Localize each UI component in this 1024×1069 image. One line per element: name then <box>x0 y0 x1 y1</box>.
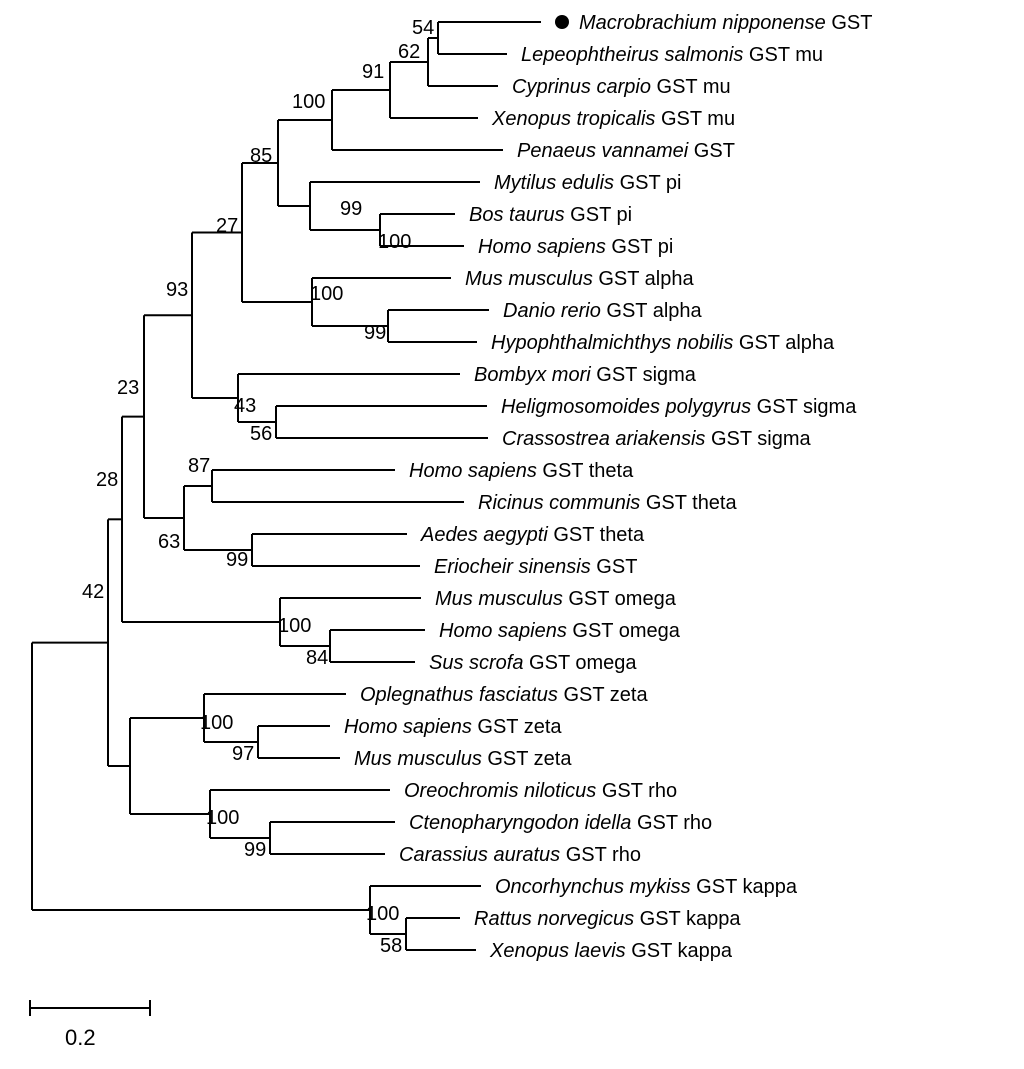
tip-label: Homo sapiens GST pi <box>478 236 673 258</box>
bootstrap-value: 84 <box>306 647 328 669</box>
tip-label: Carassius auratus GST rho <box>399 844 641 866</box>
tip-label: Lepeophtheirus salmonis GST mu <box>521 44 823 66</box>
tip-label: Mus musculus GST omega <box>435 588 677 610</box>
bootstrap-value: 99 <box>340 198 362 220</box>
tip-label: Heligmosomoides polygyrus GST sigma <box>501 396 857 418</box>
tip-label: Oncorhynchus mykiss GST kappa <box>495 876 798 898</box>
tip-label: Aedes aegypti GST theta <box>420 524 645 546</box>
tip-label: Ctenopharyngodon idella GST rho <box>409 812 712 834</box>
bootstrap-value: 100 <box>292 91 325 113</box>
bootstrap-value: 93 <box>166 279 188 301</box>
bootstrap-value: 100 <box>366 903 399 925</box>
bootstrap-value: 58 <box>380 935 402 957</box>
tip-label: Mytilus edulis GST pi <box>494 172 681 194</box>
tip-label: Bos taurus GST pi <box>469 204 632 226</box>
tip-label: Penaeus vannamei GST <box>517 140 735 162</box>
bootstrap-value: 91 <box>362 61 384 83</box>
tip-label: Mus musculus GST zeta <box>354 748 572 770</box>
bootstrap-value: 99 <box>244 839 266 861</box>
bootstrap-value: 62 <box>398 41 420 63</box>
tip-label: Oreochromis niloticus GST rho <box>404 780 677 802</box>
tip-label: Xenopus laevis GST kappa <box>489 940 733 962</box>
tip-label: Homo sapiens GST zeta <box>344 716 562 738</box>
bootstrap-value: 97 <box>232 743 254 765</box>
bootstrap-value: 23 <box>117 377 139 399</box>
bootstrap-value: 100 <box>200 712 233 734</box>
tip-label: Macrobrachium nipponense GST <box>579 12 872 34</box>
tip-label: Hypophthalmichthys nobilis GST alpha <box>491 332 835 354</box>
tip-label: Danio rerio GST alpha <box>503 300 703 322</box>
tip-label: Sus scrofa GST omega <box>429 652 637 674</box>
tip-label: Bombyx mori GST sigma <box>474 364 697 386</box>
tip-label: Homo sapiens GST omega <box>439 620 681 642</box>
bootstrap-value: 100 <box>206 807 239 829</box>
bootstrap-value: 85 <box>250 145 272 167</box>
bootstrap-value: 100 <box>378 231 411 253</box>
bootstrap-value: 99 <box>226 549 248 571</box>
tip-label: Homo sapiens GST theta <box>409 460 634 482</box>
bootstrap-value: 43 <box>234 395 256 417</box>
bootstrap-value: 100 <box>278 615 311 637</box>
tip-label: Ricinus communis GST theta <box>478 492 737 514</box>
tip-label: Mus musculus GST alpha <box>465 268 694 290</box>
tip-label: Crassostrea ariakensis GST sigma <box>502 428 812 450</box>
tip-label: Xenopus tropicalis GST mu <box>491 108 735 130</box>
bootstrap-value: 56 <box>250 423 272 445</box>
bootstrap-value: 54 <box>412 17 434 39</box>
bootstrap-value: 42 <box>82 581 104 603</box>
scale-bar-label: 0.2 <box>65 1025 96 1050</box>
bootstrap-value: 63 <box>158 531 180 553</box>
bootstrap-value: 27 <box>216 215 238 237</box>
tip-label: Cyprinus carpio GST mu <box>512 76 731 98</box>
bootstrap-value: 100 <box>310 283 343 305</box>
tip-label: Rattus norvegicus GST kappa <box>474 908 741 930</box>
tip-label: Eriocheir sinensis GST <box>434 556 637 578</box>
phylogenetic-tree: Macrobrachium nipponense GST Lepeophtheir… <box>0 0 1024 1069</box>
bootstrap-value: 99 <box>364 322 386 344</box>
bootstrap-value: 87 <box>188 455 210 477</box>
bootstrap-value: 28 <box>96 469 118 491</box>
highlight-marker <box>555 15 569 29</box>
tip-label: Oplegnathus fasciatus GST zeta <box>360 684 648 706</box>
